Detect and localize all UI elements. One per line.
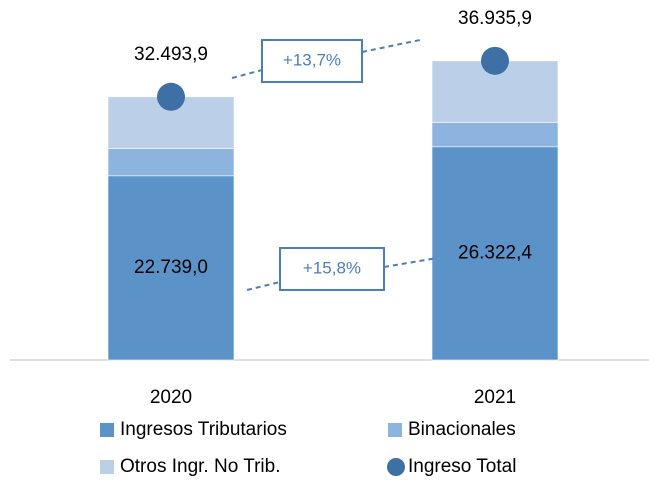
legend-label: Binacionales	[408, 419, 516, 440]
bar-segment	[431, 146, 559, 361]
legend-swatch	[387, 458, 405, 476]
data-label: 32.493,9	[134, 44, 208, 65]
annotation: +15,8%	[303, 258, 361, 277]
bar-segment	[107, 148, 235, 177]
legend-label: Ingresos Tributarios	[120, 419, 287, 440]
annotation-line	[383, 257, 438, 268]
x-tick-label: 2021	[474, 387, 516, 408]
annotation-line	[231, 69, 263, 79]
legend-label: Ingreso Total	[408, 456, 516, 477]
bar-segment	[431, 122, 559, 148]
annotation-box	[261, 39, 363, 83]
bar-segment	[107, 175, 235, 361]
annotation-box	[279, 247, 385, 291]
legend-swatch	[100, 460, 114, 474]
annotation-line	[361, 39, 421, 53]
legend-swatch	[388, 423, 402, 437]
annotation: +13,7%	[283, 50, 341, 69]
annotation-line	[246, 281, 281, 291]
data-label: 36.935,9	[458, 8, 532, 29]
legend-swatch	[100, 423, 114, 437]
x-tick-label: 2020	[150, 387, 192, 408]
legend-label: Otros Ingr. No Trib.	[120, 456, 281, 477]
data-label: 26.322,4	[458, 242, 532, 263]
total-dot	[157, 82, 185, 111]
total-dot	[481, 46, 509, 75]
data-label: 22.739,0	[134, 257, 208, 278]
